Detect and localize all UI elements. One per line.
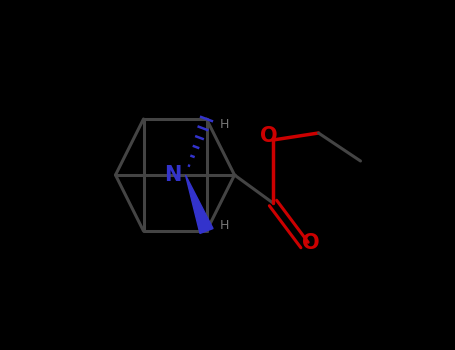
Text: H: H: [219, 118, 229, 131]
Text: O: O: [260, 126, 278, 146]
Polygon shape: [186, 175, 213, 233]
Text: N: N: [165, 165, 182, 185]
Text: O: O: [302, 233, 319, 253]
Text: H: H: [219, 219, 229, 232]
